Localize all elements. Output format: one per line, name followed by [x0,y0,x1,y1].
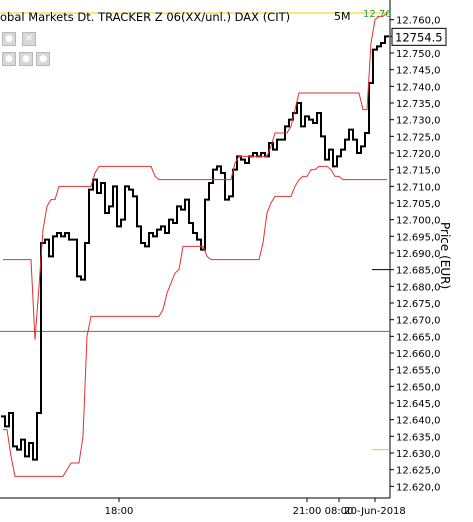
y-tick-label: 12.645,0 [396,399,441,410]
y-tick-label: 12.635,0 [396,432,441,443]
y-tick-label: 12.675,0 [396,299,441,310]
y-tick-label: 12.705,0 [396,199,441,210]
close-icon[interactable]: ✕ [22,32,36,46]
y-tick-label: 12.750,0 [396,49,441,60]
high-price-badge: 12.76 [363,9,392,20]
y-tick-label: 12.680,0 [396,282,441,293]
y-tick-label: 12.715,0 [396,166,441,177]
lower-band-line [3,165,387,477]
y-tick-label: 12.735,0 [396,99,441,110]
y-tick-label: 12.690,0 [396,249,441,260]
circle-icon[interactable]: ● [2,52,16,66]
y-tick-label: 12.650,0 [396,382,441,393]
y-axis-label: Price (EUR) [438,222,452,290]
y-tick-label: 12.710,0 [396,182,441,193]
y-tick-label: 12.700,0 [396,216,441,227]
upper-band-line [3,12,388,340]
x-tick-label: 21:00 [293,506,322,517]
y-tick-label: 12.760,0 [396,16,441,27]
timeframe-label[interactable]: 5M [334,10,351,23]
y-tick-label: 12.665,0 [396,332,441,343]
y-tick-label: 12.625,0 [396,466,441,477]
price-line [1,35,389,461]
x-tick-label: 18:00 [105,506,134,517]
x-tick-label: 20-Jun-2018 [344,506,406,517]
y-tick-label: 12.620,0 [396,482,441,493]
y-tick-label: 12.720,0 [396,149,441,160]
chart-title: obal Markets Dt. TRACKER Z 06(XX/unl.) D… [0,10,291,24]
last-price-label: 12754.5 [395,30,443,44]
y-tick-label: 12.630,0 [396,449,441,460]
circle-icon[interactable]: ● [36,52,50,66]
y-tick-label: 12.730,0 [396,116,441,127]
y-tick-label: 12.745,0 [396,66,441,77]
y-tick-label: 12.660,0 [396,349,441,360]
last-price-box [391,27,447,46]
y-tick-label: 12.640,0 [396,416,441,427]
y-tick-label: 12.695,0 [396,232,441,243]
y-tick-label: 12.670,0 [396,316,441,327]
y-tick-label: 12.655,0 [396,366,441,377]
x-tick-label: 08:00 [325,506,354,517]
y-tick-label: 12.725,0 [396,132,441,143]
circle-icon[interactable]: ● [19,52,33,66]
circle-icon[interactable]: ● [2,32,16,46]
y-tick-label: 12.685,0 [396,266,441,277]
y-tick-label: 12.740,0 [396,82,441,93]
